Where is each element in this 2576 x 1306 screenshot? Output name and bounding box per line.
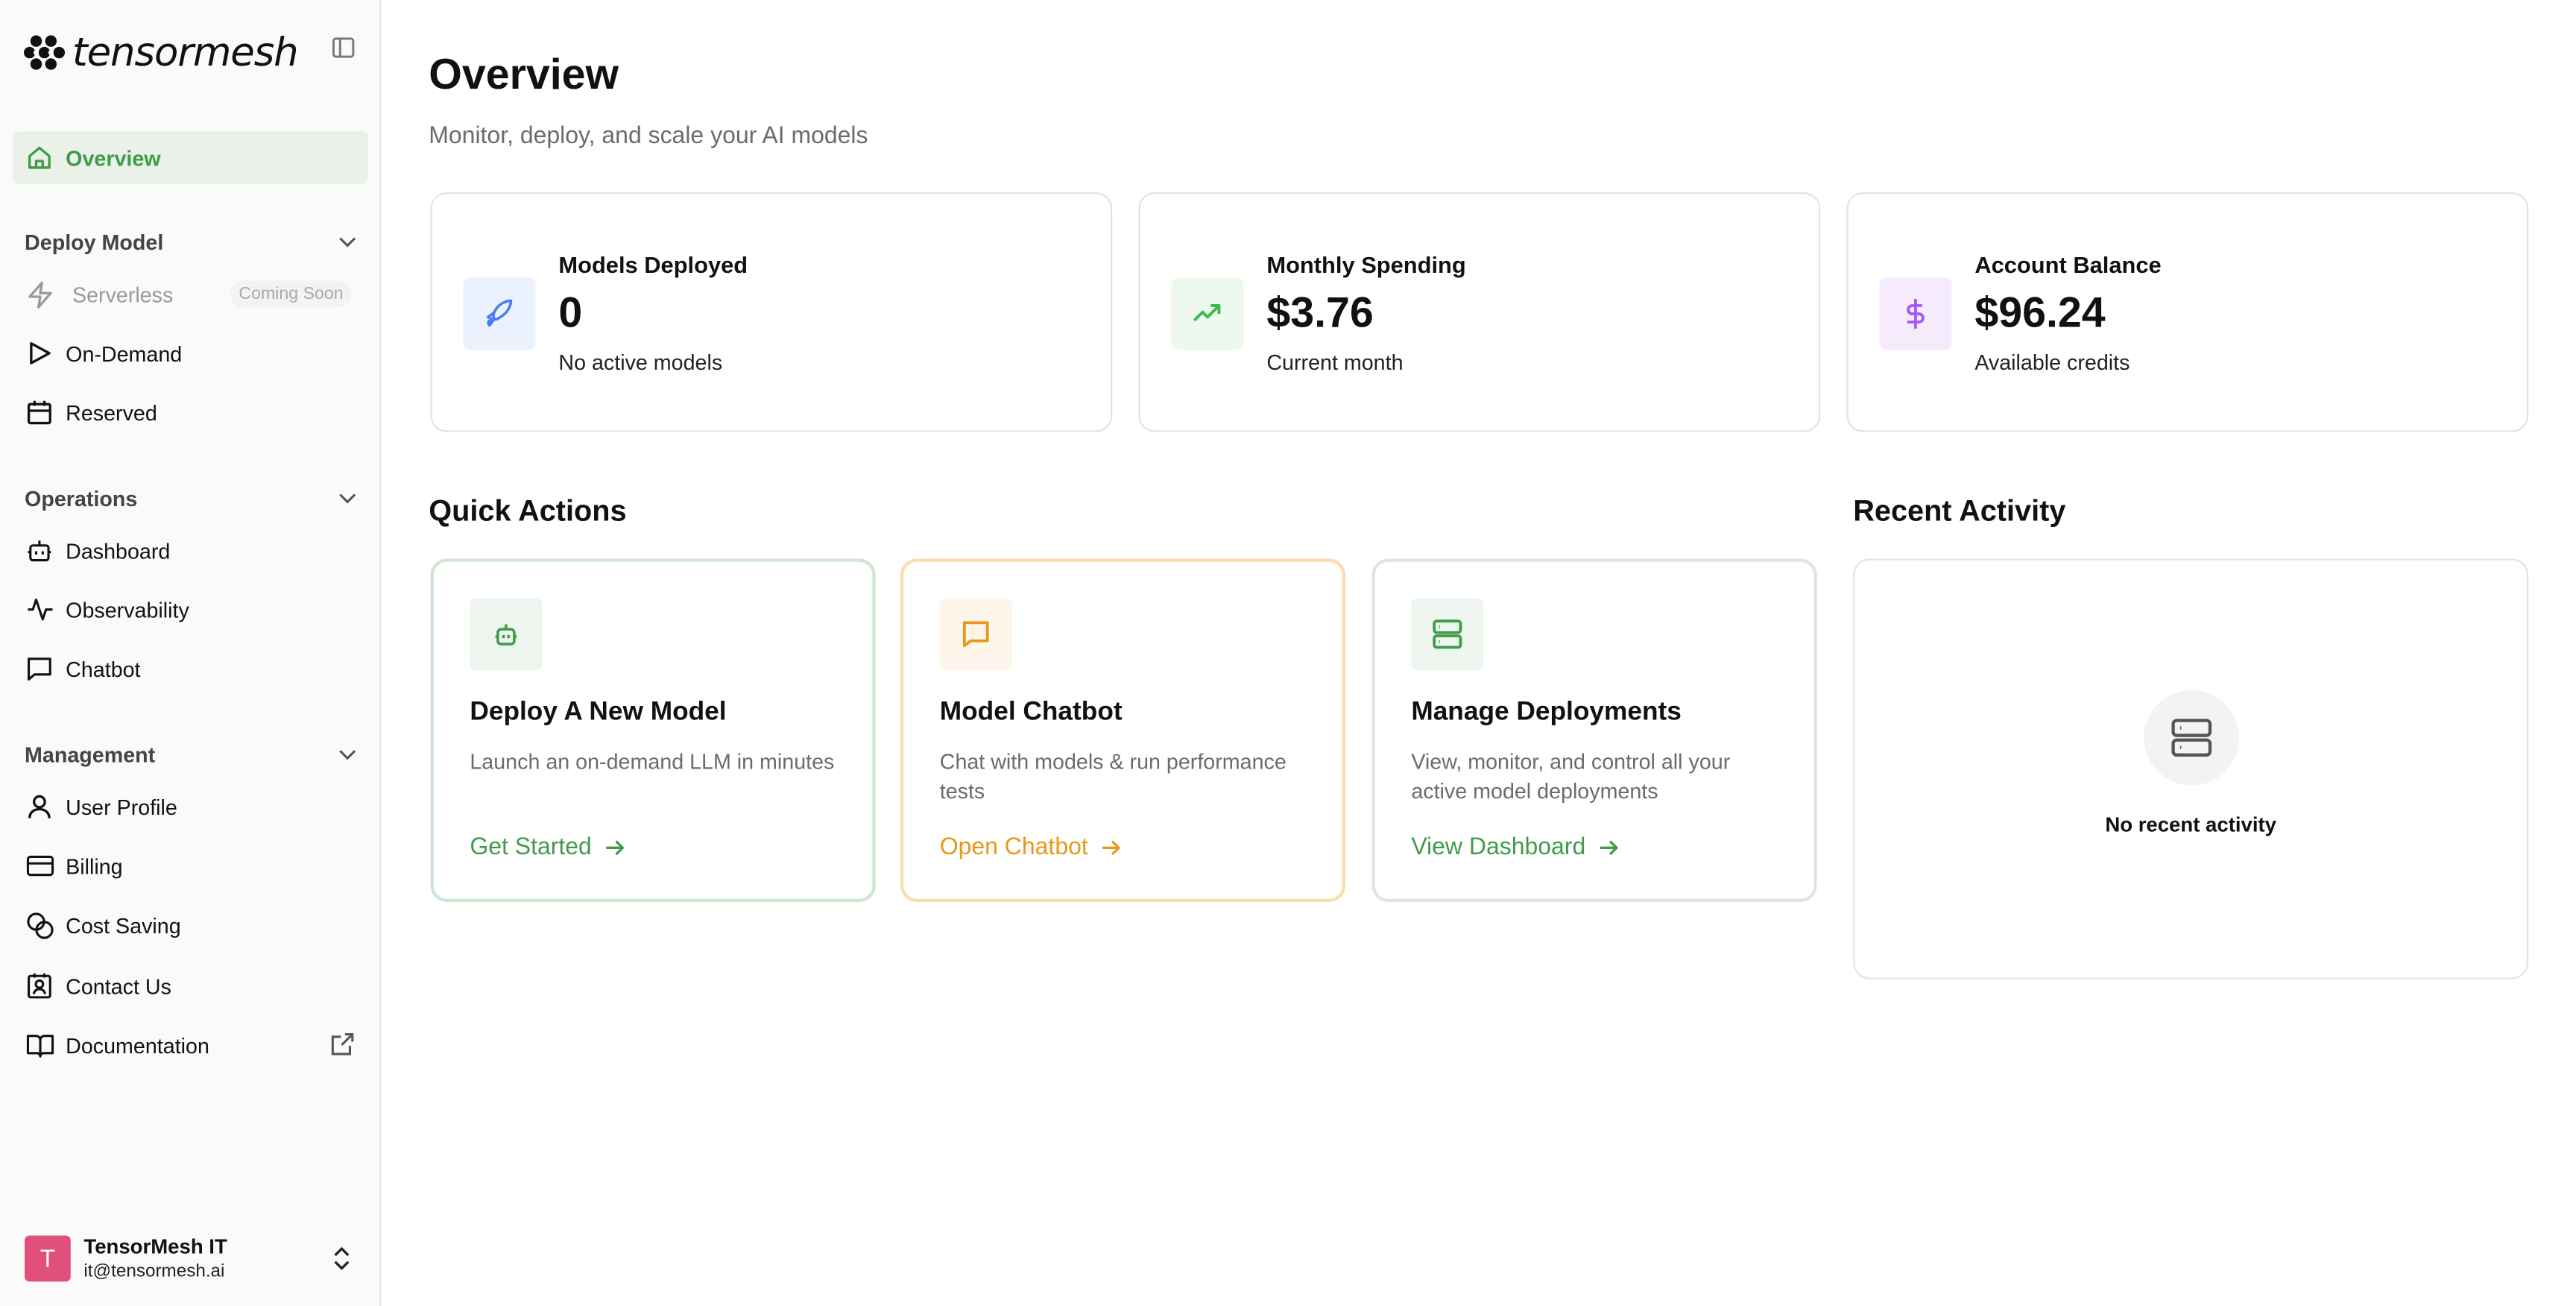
stat-card-models-deployed: Models Deployed 0 No active models <box>430 192 1113 432</box>
section-operations[interactable]: Operations <box>25 486 356 511</box>
calendar-icon <box>25 397 54 427</box>
book-icon <box>25 1030 54 1060</box>
brand-name: tensormesh <box>72 29 299 76</box>
sidebar-item-contact-us[interactable]: Contact Us <box>13 959 368 1012</box>
sidebar-item-label: User Profile <box>66 794 177 819</box>
coins-icon <box>25 910 54 940</box>
sidebar-item-documentation[interactable]: Documentation <box>13 1019 368 1072</box>
chat-icon <box>939 598 1012 671</box>
sidebar-item-label: On-Demand <box>66 341 183 366</box>
chat-icon <box>25 654 54 684</box>
arrow-right-icon <box>606 840 625 856</box>
sidebar-item-billing[interactable]: Billing <box>13 839 368 892</box>
sidebar-item-label: Observability <box>66 597 189 622</box>
quick-action-manage-deployments[interactable]: Manage Deployments View, monitor, and co… <box>1371 558 1817 903</box>
quick-action-deploy-model[interactable]: Deploy A New Model Launch an on-demand L… <box>430 558 876 903</box>
sidebar-item-serverless: Serverless Coming Soon <box>13 268 368 321</box>
page-title: Overview <box>429 49 619 99</box>
recent-activity-heading: Recent Activity <box>1853 494 2066 528</box>
chevron-down-icon <box>339 493 356 504</box>
user-name: TensorMesh IT <box>83 1235 227 1259</box>
sidebar-item-user-profile[interactable]: User Profile <box>13 780 368 833</box>
bot-icon <box>25 536 54 566</box>
stat-label: Models Deployed <box>558 251 748 278</box>
stat-value: $96.24 <box>1974 287 2106 337</box>
contact-icon <box>25 971 54 1001</box>
user-icon <box>25 792 54 821</box>
link-label: Open Chatbot <box>939 834 1088 861</box>
page-subtitle: Monitor, deploy, and scale your AI model… <box>429 123 868 150</box>
card-title: Model Chatbot <box>939 698 1123 727</box>
sidebar-item-label: Overview <box>66 145 161 171</box>
stat-value: 0 <box>558 287 583 337</box>
collapse-sidebar-icon[interactable] <box>332 36 355 59</box>
card-description: View, monitor, and control all your acti… <box>1411 749 1731 804</box>
get-started-link[interactable]: Get Started <box>470 835 625 861</box>
section-title: Deploy Model <box>25 230 164 255</box>
sidebar: tensormesh Overview Deploy Model Serverl… <box>0 0 382 1306</box>
stat-sub: Current month <box>1266 350 1404 375</box>
rocket-icon <box>463 277 536 350</box>
play-icon <box>25 338 54 368</box>
bot-icon <box>470 598 543 671</box>
arrow-right-icon <box>1102 840 1121 856</box>
stat-sub: No active models <box>558 350 723 375</box>
stat-sub: Available credits <box>1974 350 2130 375</box>
sidebar-item-label: Billing <box>66 854 123 879</box>
sidebar-item-dashboard[interactable]: Dashboard <box>13 524 368 577</box>
sidebar-item-chatbot[interactable]: Chatbot <box>13 643 368 695</box>
view-dashboard-link[interactable]: View Dashboard <box>1411 834 1619 861</box>
lightning-icon <box>25 280 54 309</box>
stat-card-monthly-spending: Monthly Spending $3.76 Current month <box>1138 192 1821 432</box>
card-description: Chat with models & run performance tests <box>939 749 1287 804</box>
card-title: Deploy A New Model <box>470 698 727 727</box>
section-title: Management <box>25 742 156 768</box>
section-title: Operations <box>25 486 138 511</box>
tensormesh-logo-icon <box>23 35 66 70</box>
sidebar-item-overview[interactable]: Overview <box>13 131 368 184</box>
open-chatbot-link[interactable]: Open Chatbot <box>940 835 1121 861</box>
sidebar-item-label: Reserved <box>66 400 157 425</box>
stat-value: $3.76 <box>1266 287 1374 337</box>
link-label: View Dashboard <box>1411 834 1586 861</box>
quick-actions-heading: Quick Actions <box>429 494 627 528</box>
chevron-down-icon <box>339 237 356 247</box>
sidebar-item-observability[interactable]: Observability <box>13 583 368 636</box>
coming-soon-badge: Coming Soon <box>230 280 352 308</box>
empty-state-text: No recent activity <box>2105 813 2277 836</box>
activity-icon <box>25 595 54 625</box>
arrow-right-icon <box>1600 840 1619 856</box>
sidebar-item-label: Contact Us <box>66 973 171 998</box>
sidebar-item-reserved[interactable]: Reserved <box>13 386 368 439</box>
trending-up-icon <box>1171 277 1244 350</box>
section-deploy-model[interactable]: Deploy Model <box>25 230 356 255</box>
link-label: Get Started <box>470 834 592 861</box>
sidebar-item-on-demand[interactable]: On-Demand <box>13 327 368 380</box>
logo[interactable]: tensormesh <box>23 29 299 76</box>
recent-activity-panel: No recent activity <box>1853 558 2529 979</box>
sidebar-item-label: Chatbot <box>66 656 141 681</box>
sidebar-item-label: Serverless <box>72 282 174 307</box>
sidebar-item-label: Dashboard <box>66 537 171 563</box>
server-icon <box>1411 598 1484 671</box>
quick-action-model-chatbot[interactable]: Model Chatbot Chat with models & run per… <box>900 558 1346 903</box>
stat-label: Account Balance <box>1974 251 2162 278</box>
sidebar-item-label: Documentation <box>66 1032 209 1058</box>
section-management[interactable]: Management <box>25 742 356 767</box>
stat-label: Monthly Spending <box>1266 251 1466 278</box>
sidebar-item-label: Cost Saving <box>66 912 181 938</box>
card-title: Manage Deployments <box>1411 698 1682 727</box>
external-link-icon[interactable] <box>330 1032 355 1056</box>
chevron-down-icon <box>339 750 356 760</box>
stat-card-account-balance: Account Balance $96.24 Available credits <box>1846 192 2529 432</box>
chevrons-up-down-icon[interactable] <box>332 1246 351 1272</box>
card-description: Launch an on-demand LLM in minutes <box>470 749 835 775</box>
avatar[interactable]: T <box>25 1235 71 1282</box>
credit-card-icon <box>25 851 54 881</box>
dollar-icon <box>1879 277 1952 350</box>
server-icon <box>2144 690 2240 786</box>
user-email: it@tensormesh.ai <box>83 1261 225 1282</box>
home-icon <box>25 143 54 173</box>
sidebar-item-cost-saving[interactable]: Cost Saving <box>13 899 368 952</box>
